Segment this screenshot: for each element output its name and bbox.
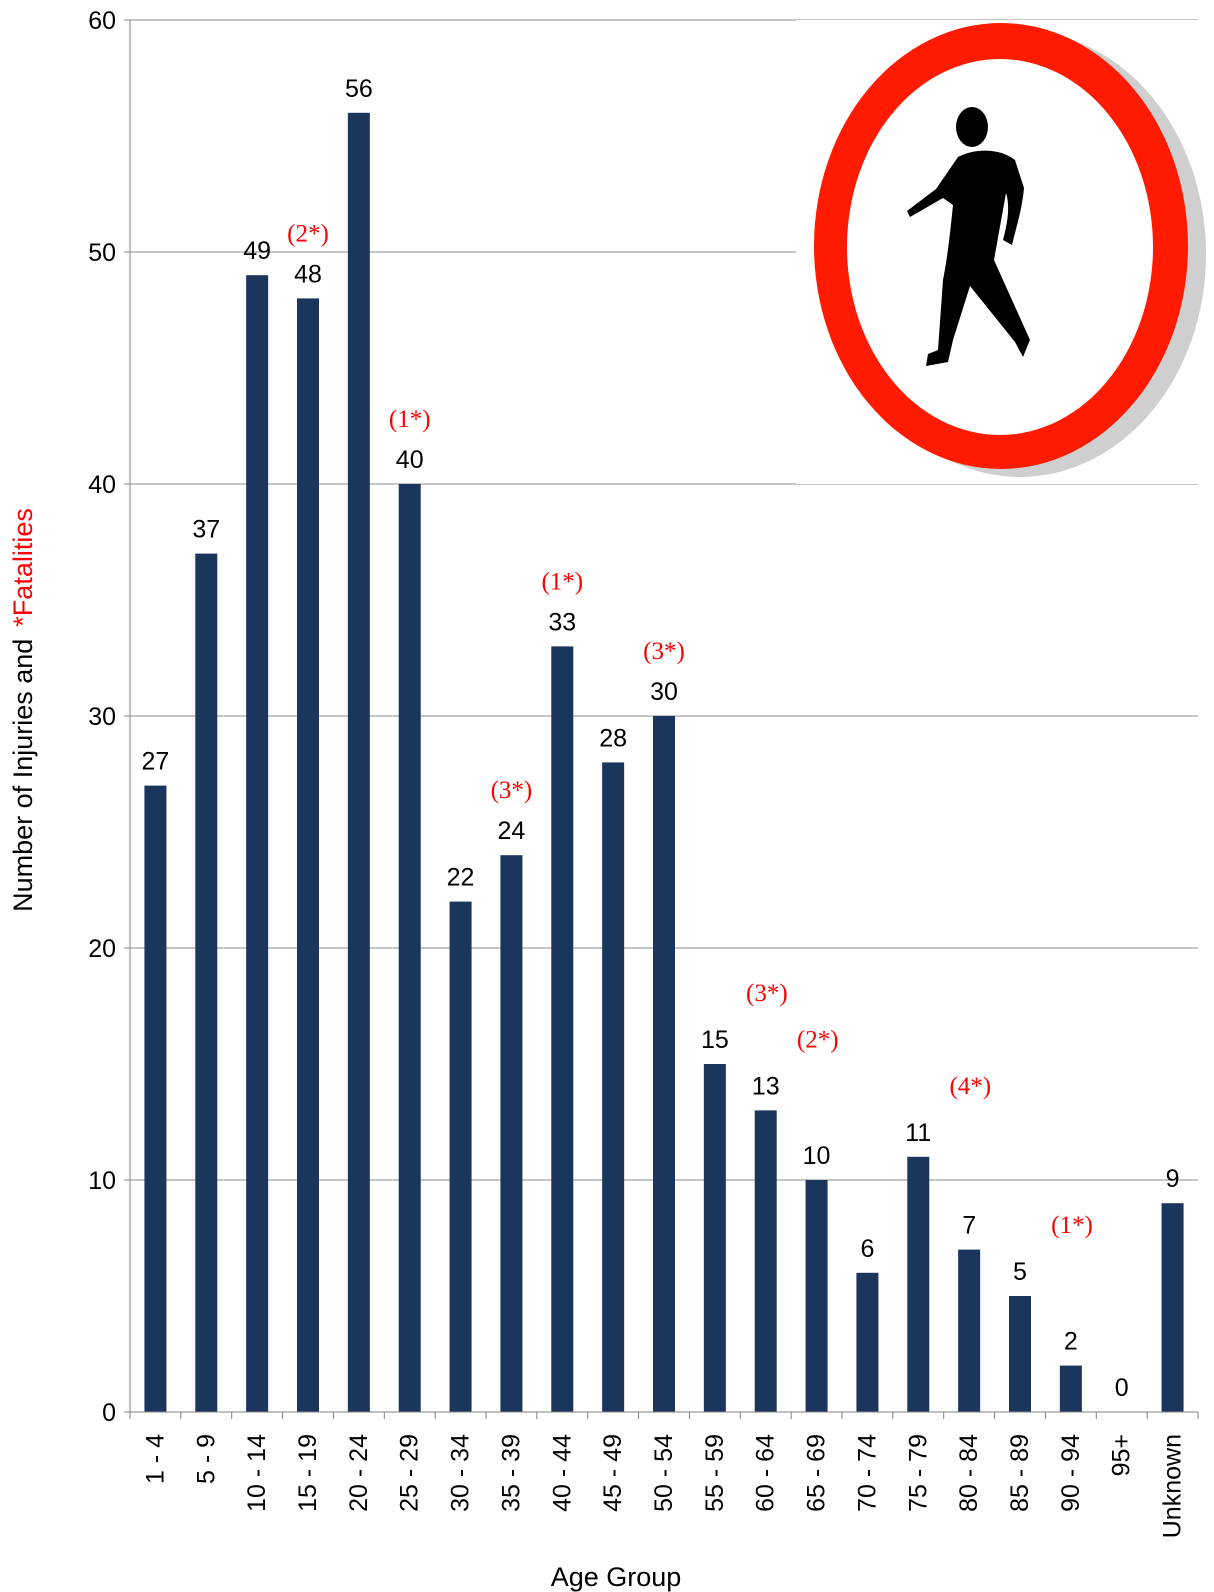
data-label: 13 xyxy=(752,1072,780,1100)
fatality-label: (2*) xyxy=(797,1026,839,1053)
x-tick-label: 50 - 54 xyxy=(650,1434,678,1512)
data-label: 11 xyxy=(905,1119,931,1147)
y-axis-title: Number of Injuries and *Fatalities xyxy=(8,508,38,912)
x-tick-label: 60 - 64 xyxy=(752,1434,780,1512)
y-tick-label: 50 xyxy=(88,239,116,267)
bars xyxy=(144,112,1184,1413)
data-label: 37 xyxy=(192,516,220,544)
fatality-label: (3*) xyxy=(643,638,685,665)
fatality-label: (3*) xyxy=(491,777,533,804)
data-label: 30 xyxy=(650,678,678,706)
data-label: 6 xyxy=(860,1235,874,1263)
data-labels: 27374948(2*)5640(1*)2224(3*)33(1*)2830(3… xyxy=(142,75,1180,1402)
bar xyxy=(246,275,269,1413)
bar xyxy=(653,716,675,1412)
x-tick-label: 55 - 59 xyxy=(701,1434,729,1512)
bar xyxy=(195,553,218,1412)
x-tick-label: 90 - 94 xyxy=(1057,1434,1085,1512)
data-label: 0 xyxy=(1115,1374,1129,1402)
data-label: 7 xyxy=(962,1212,976,1240)
bar xyxy=(907,1156,930,1412)
x-tick-label: 95+ xyxy=(1108,1434,1136,1476)
y-tick-label: 10 xyxy=(88,1167,116,1195)
fatality-label: (2*) xyxy=(287,220,329,247)
x-tick-label: 75 - 79 xyxy=(904,1434,932,1512)
x-tick-label: 85 - 89 xyxy=(1006,1434,1034,1512)
bar xyxy=(754,1110,777,1412)
data-label: 56 xyxy=(345,75,373,103)
bar xyxy=(805,1180,828,1412)
bar xyxy=(398,484,421,1412)
y-tick-label: 0 xyxy=(102,1399,116,1427)
x-tick-label: 30 - 34 xyxy=(447,1434,475,1512)
x-tick-label: 5 - 9 xyxy=(192,1434,220,1484)
x-tick-label: 35 - 39 xyxy=(497,1434,525,1512)
bar xyxy=(856,1272,879,1412)
data-label: 49 xyxy=(243,237,271,265)
data-label: 15 xyxy=(701,1026,729,1054)
y-tick-label: 30 xyxy=(88,703,116,731)
data-label: 9 xyxy=(1166,1165,1180,1193)
bar xyxy=(347,112,370,1412)
walking-person-icon xyxy=(907,107,1030,366)
fatality-label: (1*) xyxy=(389,406,431,433)
data-label: 28 xyxy=(599,724,627,752)
fatality-label: (4*) xyxy=(949,1073,991,1100)
data-label: 33 xyxy=(548,608,576,636)
bar xyxy=(449,901,472,1412)
data-label: 22 xyxy=(447,864,475,892)
data-label: 40 xyxy=(396,446,424,474)
data-label: 2 xyxy=(1064,1328,1078,1356)
x-tick-label: 45 - 49 xyxy=(599,1434,627,1512)
bar xyxy=(958,1249,981,1412)
fatality-label: (1*) xyxy=(541,568,583,595)
bar xyxy=(1009,1296,1031,1412)
data-label: 24 xyxy=(498,817,526,845)
y-axis-title-fatalities: *Fatalities xyxy=(8,508,38,627)
bar xyxy=(144,785,167,1412)
bar xyxy=(1059,1365,1082,1412)
x-tick-label: 70 - 74 xyxy=(853,1434,881,1512)
fatality-label: (3*) xyxy=(746,980,788,1007)
x-tick-label: 20 - 24 xyxy=(345,1434,373,1512)
pedestrian-prohibited-sign-icon xyxy=(796,20,1206,484)
bar xyxy=(1161,1203,1184,1412)
bar xyxy=(551,646,574,1412)
x-axis-title: Age Group xyxy=(551,1562,682,1592)
data-label: 5 xyxy=(1013,1258,1027,1286)
data-label: 10 xyxy=(803,1142,831,1170)
data-label: 48 xyxy=(294,260,322,288)
bar xyxy=(703,1064,726,1412)
x-tick-label: 25 - 29 xyxy=(396,1434,424,1512)
y-tick-label: 40 xyxy=(88,471,116,499)
y-tick-label: 60 xyxy=(88,7,116,35)
y-tick-label: 20 xyxy=(88,935,116,963)
x-tick-label: 15 - 19 xyxy=(294,1434,322,1512)
x-tick-label: 65 - 69 xyxy=(803,1434,831,1512)
fatality-label: (1*) xyxy=(1051,1212,1093,1239)
x-tick-label: 40 - 44 xyxy=(548,1434,576,1512)
y-axis-title-main: Number of Injuries and xyxy=(8,639,38,912)
x-tick-label: Unknown xyxy=(1159,1434,1187,1538)
x-tick-label: 10 - 14 xyxy=(243,1434,271,1512)
data-label: 27 xyxy=(142,748,170,776)
bar xyxy=(297,298,319,1412)
bar xyxy=(500,855,523,1412)
x-tick-label: 1 - 4 xyxy=(141,1434,169,1484)
bar xyxy=(602,762,625,1412)
x-tick-label: 80 - 84 xyxy=(955,1434,983,1512)
